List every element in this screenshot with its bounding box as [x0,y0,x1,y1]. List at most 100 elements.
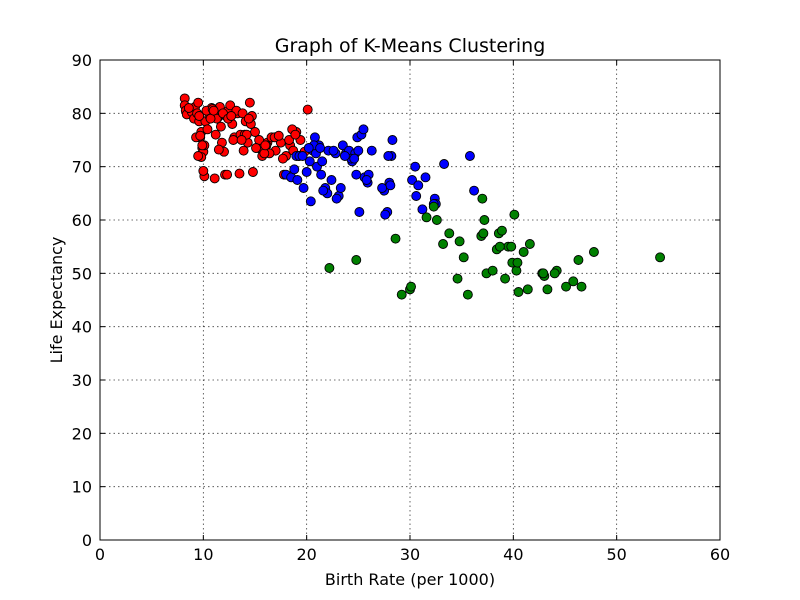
cluster-1-point [208,105,219,116]
cluster-2-point [410,161,421,172]
x-tick-label: 60 [710,545,730,564]
cluster-3-point [588,247,599,257]
cluster-3-point [494,241,505,252]
cluster-3-point [561,281,571,292]
cluster-2-point [366,145,377,156]
cluster-1-point [302,104,313,115]
cluster-3-point [438,239,449,249]
cluster-1-point [238,145,249,156]
cluster-1-point [195,130,206,141]
cluster-3-point [542,284,553,295]
cluster-2-point [361,175,372,185]
cluster-2-point [303,143,314,153]
y-tick-label: 0 [82,531,92,550]
y-tick-label: 70 [72,158,92,177]
cluster-1-point [244,97,255,108]
cluster-3-point [487,265,498,276]
cluster-2-point [335,183,346,193]
cluster-2-point [387,135,398,145]
cluster-3-point [324,263,335,273]
cluster-3-point [452,273,463,284]
cluster-3-point [518,247,529,257]
cluster-3-point [421,212,432,223]
y-axis-label: Life Expectancy [47,237,66,364]
cluster-2-point [317,156,328,167]
cluster-2-point [318,185,329,196]
y-tick-label: 20 [72,424,92,443]
cluster-2-point [289,164,300,175]
cluster-2-point [353,145,364,156]
cluster-1-point [247,167,258,177]
cluster-1-point [194,111,205,121]
cluster-2-point [420,172,431,183]
cluster-3-point [511,265,522,276]
cluster-3-point [351,255,362,265]
cluster-2-point [464,151,475,161]
cluster-3-point [477,193,488,204]
grid-lines [100,60,720,540]
y-tick-label: 30 [72,371,92,390]
cluster-2-point [297,151,308,161]
cluster-1-point [284,135,295,145]
cluster-1-point [237,108,248,119]
cluster-3-point [428,201,439,212]
cluster-1-point [198,165,209,176]
cluster-1-point [226,111,237,121]
cluster-3-point [444,228,455,239]
cluster-2-point [349,153,360,164]
cluster-2-point [407,175,418,185]
y-tick-label: 40 [72,318,92,337]
cluster-3-point [478,228,489,239]
cluster-1-point [222,169,233,180]
x-tick-label: 30 [400,545,420,564]
cluster-3-point [513,287,524,297]
cluster-3-point [522,284,533,295]
cluster-1-point [209,173,220,184]
cluster-1-point [210,129,221,140]
y-tick-label: 10 [72,478,92,497]
cluster-1-point [290,129,301,140]
axis-ticks: 0 10 20 30 40 50 60 0 10 20 30 40 50 60 70 80 90 [72,51,731,564]
cluster-3-point [524,239,535,249]
x-tick-label: 20 [296,545,316,564]
cluster-2-point [411,191,422,201]
cluster-1-point [225,100,236,111]
cluster-3-point [538,268,549,279]
cluster-2-point [328,145,339,156]
cluster-3-point [497,225,507,236]
x-tick-label: 40 [503,545,523,564]
cluster-1-point [193,151,204,161]
cluster-2-point [301,167,312,177]
cluster-2-point [316,169,327,180]
cluster-1-point [234,168,245,179]
cluster-2-point [351,169,362,180]
cluster-1-point [236,135,247,145]
cluster-2-point [385,180,396,191]
cluster-1-point [251,143,261,153]
cluster-2-point [413,180,424,191]
cluster-3-point [462,289,473,300]
cluster-2-point [377,183,388,193]
cluster-2-point [331,193,342,204]
cluster-3-point [458,252,469,263]
cluster-2-point [380,209,391,220]
cluster-2-point [354,207,365,217]
cluster-1-point [183,103,194,113]
y-tick-label: 50 [72,264,92,283]
cluster-2-point [304,156,315,167]
cluster-2-point [358,124,369,135]
cluster-3-point [655,252,666,263]
cluster-2-point [383,151,394,161]
data-points [179,93,666,300]
cluster-2-point [305,196,316,207]
cluster-3-point [512,257,523,268]
cluster-2-point [339,151,350,161]
cluster-3-point [390,233,401,244]
cluster-3-point [406,281,416,292]
x-tick-label: 10 [193,545,213,564]
cluster-3-point [576,281,587,292]
cluster-1-point [202,124,213,135]
cluster-3-point [506,241,517,252]
x-tick-label: 0 [95,545,105,564]
